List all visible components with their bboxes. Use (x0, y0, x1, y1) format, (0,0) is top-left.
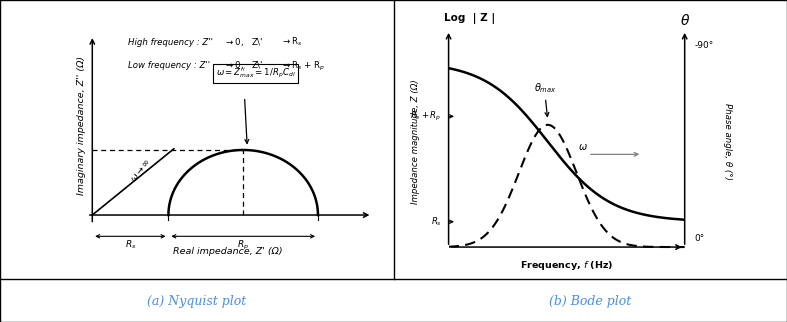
Text: $\rightarrow$0,   Z\': $\rightarrow$0, Z\' (224, 36, 264, 48)
Text: $\rightarrow$R$_s$ + R$_p$: $\rightarrow$R$_s$ + R$_p$ (281, 60, 326, 73)
Text: $R_s$: $R_s$ (430, 215, 442, 228)
Text: $\theta_{max}$: $\theta_{max}$ (534, 81, 557, 95)
Text: (a) Nyquist plot: (a) Nyquist plot (147, 295, 246, 308)
Text: Frequency, $f$ (Hz): Frequency, $f$ (Hz) (520, 259, 613, 272)
Text: Phase angle, θ (°): Phase angle, θ (°) (722, 103, 732, 180)
Text: Impedance magnitude, Z (Ω): Impedance magnitude, Z (Ω) (411, 79, 420, 204)
Text: High frequency : Z'': High frequency : Z'' (127, 38, 212, 47)
Text: $\rightarrow$R$_s$: $\rightarrow$R$_s$ (281, 36, 303, 48)
Text: 0°: 0° (694, 234, 704, 243)
Text: $\rightarrow$0,   Z\': $\rightarrow$0, Z\' (224, 59, 264, 71)
Text: $\omega \to \infty$: $\omega \to \infty$ (129, 157, 153, 184)
Text: Real impedance, Z' (Ω): Real impedance, Z' (Ω) (173, 247, 283, 256)
Text: -90°: -90° (694, 41, 713, 50)
Text: $\omega$: $\omega$ (578, 142, 588, 152)
Text: $\theta$: $\theta$ (680, 13, 689, 28)
Text: $R_s$: $R_s$ (124, 239, 136, 251)
Text: Low frequency : Z'': Low frequency : Z'' (127, 62, 210, 70)
Text: Log  | Z |: Log | Z | (444, 13, 495, 24)
Text: $R_p$: $R_p$ (237, 239, 249, 252)
Text: $\omega= Z^{\prime\prime}_{max}=1/R_pC_{dl}$: $\omega= Z^{\prime\prime}_{max}=1/R_pC_{… (216, 67, 295, 80)
Text: (b) Bode plot: (b) Bode plot (549, 295, 631, 308)
Text: $R_s + R_p$: $R_s + R_p$ (410, 110, 442, 123)
Text: Imaginary impedance, Z'' (Ω): Imaginary impedance, Z'' (Ω) (77, 56, 86, 195)
